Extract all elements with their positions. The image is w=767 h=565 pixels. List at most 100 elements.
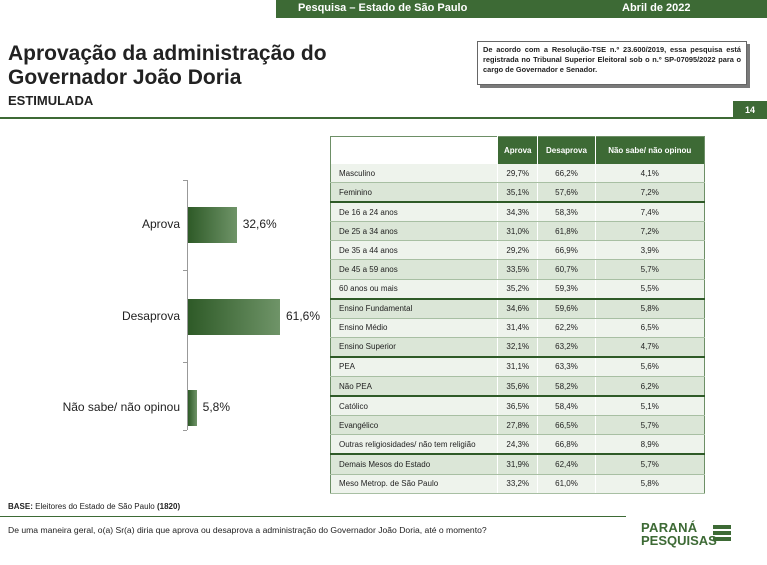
row-label: De 16 a 24 anos — [330, 201, 498, 223]
cell-disapprove: 58,3% — [537, 201, 595, 223]
cell-approve: 24,3% — [496, 434, 538, 455]
row-label: Evangélico — [330, 415, 498, 436]
cell-dont-know: 5,1% — [594, 395, 705, 417]
table-row: De 35 a 44 anos 29,2% 66,9% 3,9% — [330, 240, 705, 261]
cell-approve: 31,0% — [496, 221, 538, 242]
table-header-row: Aprova Desaprova Não sabe/ não opinou — [330, 136, 705, 164]
cell-approve: 35,6% — [496, 376, 538, 397]
table-row: Demais Mesos do Estado 31,9% 62,4% 5,7% — [330, 453, 705, 475]
cell-disapprove: 66,8% — [537, 434, 595, 455]
row-label: De 25 a 34 anos — [330, 221, 498, 242]
table-header-disapprove: Desaprova — [537, 136, 595, 164]
table-header-approve: Aprova — [496, 136, 538, 164]
axis-tick — [183, 430, 187, 431]
row-label: De 35 a 44 anos — [330, 240, 498, 261]
cell-disapprove: 66,9% — [537, 240, 595, 261]
cell-disapprove: 58,2% — [537, 376, 595, 397]
bar-2 — [188, 390, 197, 426]
base-note: BASE: Eleitores do Estado de São Paulo (… — [8, 502, 180, 511]
table-header-dont-know: Não sabe/ não opinou — [594, 136, 705, 164]
row-label: PEA — [330, 355, 498, 378]
cell-approve: 33,2% — [496, 474, 538, 494]
axis-tick — [183, 362, 187, 363]
logo-word-2: PESQUISAS — [641, 533, 717, 548]
row-label: De 45 a 59 anos — [330, 259, 498, 280]
cell-dont-know: 5,6% — [594, 355, 705, 378]
cell-dont-know: 4,1% — [594, 164, 705, 184]
cell-disapprove: 57,6% — [537, 182, 595, 203]
table-body: Masculino 29,7% 66,2% 4,1% Feminino 35,1% 57,6… — [330, 164, 705, 494]
header-divider — [0, 117, 767, 119]
title-line-1: Aprovação da administração do — [8, 42, 327, 65]
cell-disapprove: 61,0% — [537, 474, 595, 494]
table-row: 60 anos ou mais 35,2% 59,3% 5,5% — [330, 279, 705, 300]
axis-tick — [183, 180, 187, 181]
cell-approve: 31,9% — [496, 453, 538, 475]
base-label: BASE: — [8, 502, 33, 511]
cell-disapprove: 62,4% — [537, 453, 595, 475]
logo-stripes-icon — [713, 525, 731, 547]
logo-word-1: PARANÁ — [641, 520, 698, 535]
cell-approve: 31,4% — [496, 318, 538, 338]
survey-date: Abril de 2022 — [622, 2, 691, 14]
row-label: Não PEA — [330, 376, 498, 397]
table-row: Meso Metrop. de São Paulo 33,2% 61,0% 5,8% — [330, 474, 705, 494]
cell-approve: 34,6% — [496, 297, 538, 319]
cell-dont-know: 7,2% — [594, 182, 705, 203]
cell-dont-know: 6,5% — [594, 318, 705, 338]
bar-value-label: 32,6% — [242, 217, 277, 231]
row-label: Ensino Fundamental — [330, 297, 498, 319]
cell-approve: 35,1% — [496, 182, 538, 203]
table-header-blank — [330, 136, 498, 164]
bar-value-label: 61,6% — [286, 309, 321, 323]
cell-disapprove: 58,4% — [537, 395, 595, 417]
bar-category-label: Não sabe/ não opinou — [62, 400, 180, 414]
row-label: Ensino Superior — [330, 337, 498, 358]
cell-dont-know: 4,7% — [594, 337, 705, 358]
table-row: De 25 a 34 anos 31,0% 61,8% 7,2% — [330, 221, 705, 242]
cell-dont-know: 6,2% — [594, 376, 705, 397]
cell-approve: 33,5% — [496, 259, 538, 280]
row-label: Ensino Médio — [330, 318, 498, 338]
cell-dont-know: 7,2% — [594, 221, 705, 242]
table-row: De 45 a 59 anos 33,5% 60,7% 5,7% — [330, 259, 705, 280]
row-label: Masculino — [330, 164, 498, 184]
cell-approve: 31,1% — [496, 355, 538, 378]
breakdown-table: Aprova Desaprova Não sabe/ não opinou Ma… — [330, 136, 705, 494]
footer-divider — [0, 516, 626, 517]
page-title: Aprovação da administração do Governador… — [8, 42, 327, 90]
bar-1 — [188, 299, 280, 335]
row-label: Feminino — [330, 182, 498, 203]
cell-dont-know: 7,4% — [594, 201, 705, 223]
parana-pesquisas-logo: PARANÁ PESQUISAS — [641, 520, 741, 560]
row-label: Demais Mesos do Estado — [330, 453, 498, 475]
header-bar: Pesquisa – Estado de São Paulo Abril de … — [276, 0, 767, 18]
base-text: Eleitores do Estado de São Paulo — [32, 502, 157, 511]
cell-disapprove: 62,2% — [537, 318, 595, 338]
bar-category-label: Desaprova — [121, 309, 180, 323]
cell-dont-know: 5,7% — [594, 415, 705, 436]
bar-value-label: 5,8% — [202, 400, 231, 414]
table-row: Feminino 35,1% 57,6% 7,2% — [330, 182, 705, 203]
cell-dont-know: 3,9% — [594, 240, 705, 261]
table-row: Evangélico 27,8% 66,5% 5,7% — [330, 415, 705, 436]
cell-dont-know: 5,5% — [594, 279, 705, 300]
cell-dont-know: 5,7% — [594, 453, 705, 475]
cell-approve: 34,3% — [496, 201, 538, 223]
table-row: Católico 36,5% 58,4% 5,1% — [330, 395, 705, 417]
table-row: Ensino Médio 31,4% 62,2% 6,5% — [330, 318, 705, 338]
table-row: Ensino Superior 32,1% 63,2% 4,7% — [330, 337, 705, 358]
survey-question: De uma maneira geral, o(a) Sr(a) diria q… — [8, 525, 487, 535]
cell-disapprove: 60,7% — [537, 259, 595, 280]
cell-dont-know: 8,9% — [594, 434, 705, 455]
cell-approve: 35,2% — [496, 279, 538, 300]
table-row: PEA 31,1% 63,3% 5,6% — [330, 355, 705, 378]
page-number: 14 — [733, 101, 767, 119]
bar-0 — [188, 207, 237, 243]
table-row: Ensino Fundamental 34,6% 59,6% 5,8% — [330, 297, 705, 319]
row-label: Meso Metrop. de São Paulo — [330, 474, 498, 494]
cell-dont-know: 5,8% — [594, 297, 705, 319]
cell-disapprove: 61,8% — [537, 221, 595, 242]
cell-disapprove: 66,2% — [537, 164, 595, 184]
survey-name: Pesquisa – Estado de São Paulo — [298, 2, 468, 14]
